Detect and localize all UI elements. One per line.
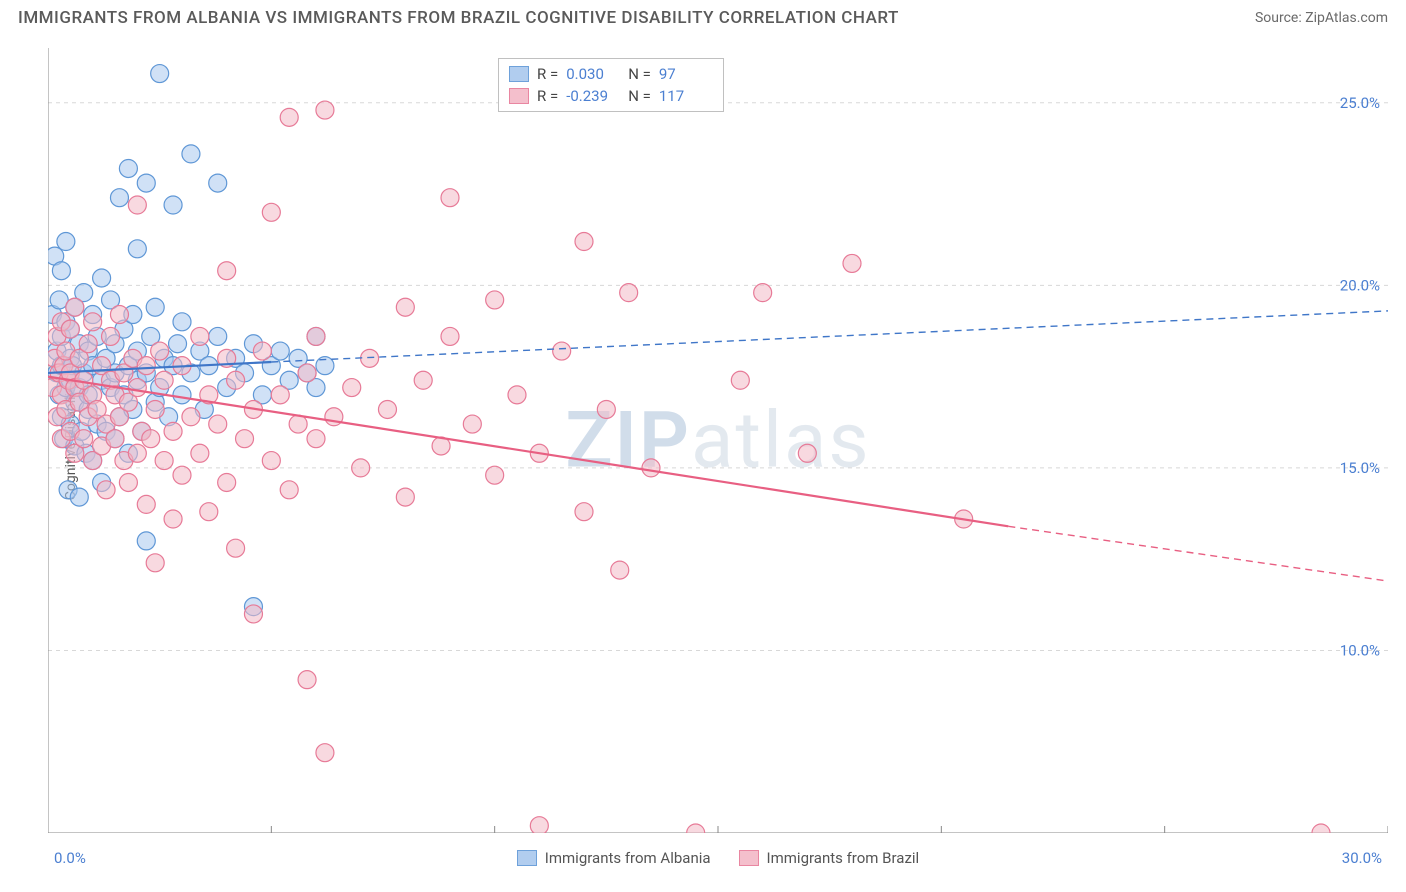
source-attribution: Source: ZipAtlas.com bbox=[1255, 10, 1388, 26]
brazil-n-value: 117 bbox=[659, 87, 713, 105]
svg-text:20.0%: 20.0% bbox=[1340, 276, 1380, 294]
scatter-plot: 10.0% 15.0% 20.0% 25.0% bbox=[48, 48, 1388, 833]
brazil-legend-label: Immigrants from Brazil bbox=[767, 849, 920, 867]
svg-text:25.0%: 25.0% bbox=[1340, 94, 1380, 112]
brazil-swatch-icon bbox=[509, 88, 529, 104]
chart-container: Cognitive Disability ZIPatlas 10.0%15.0%… bbox=[48, 48, 1388, 833]
albania-n-value: 97 bbox=[659, 65, 713, 83]
albania-legend-label: Immigrants from Albania bbox=[545, 849, 711, 867]
brazil-swatch-icon bbox=[739, 850, 759, 866]
albania-swatch-icon bbox=[509, 66, 529, 82]
svg-text:15.0%: 15.0% bbox=[1340, 459, 1380, 477]
albania-swatch-icon bbox=[517, 850, 537, 866]
albania-r-value: 0.030 bbox=[566, 65, 620, 83]
chart-title: IMMIGRANTS FROM ALBANIA VS IMMIGRANTS FR… bbox=[18, 8, 899, 28]
stats-legend: R =0.030 N =97 R =-0.239 N =117 bbox=[498, 58, 724, 112]
brazil-r-value: -0.239 bbox=[566, 87, 620, 105]
series-legend: Immigrants from Albania Immigrants from … bbox=[48, 849, 1388, 867]
svg-text:10.0%: 10.0% bbox=[1340, 641, 1380, 659]
